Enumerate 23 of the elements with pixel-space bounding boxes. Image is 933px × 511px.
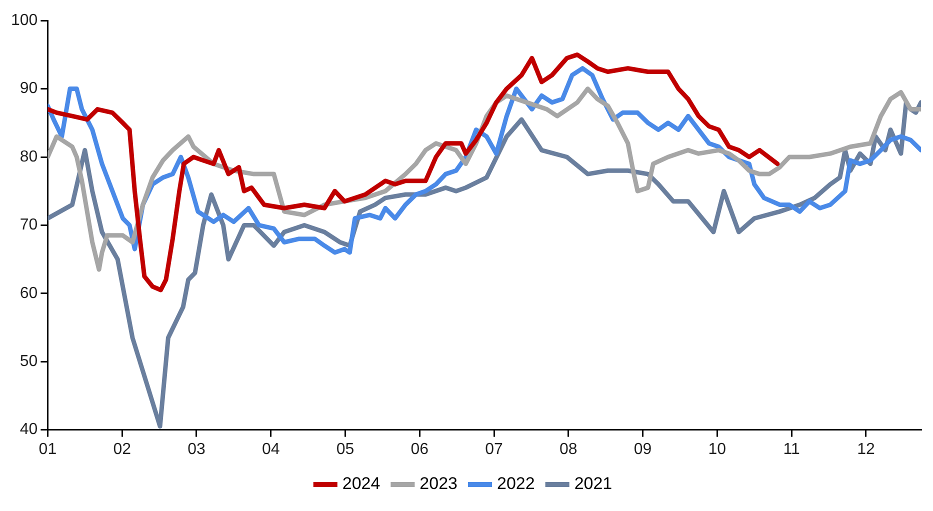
x-tick-label: 09 — [634, 440, 652, 458]
legend-label: 2024 — [342, 474, 380, 494]
x-tick-label: 04 — [262, 440, 280, 458]
x-tick-label: 02 — [113, 440, 132, 458]
x-tick-label: 12 — [857, 440, 875, 458]
legend-label: 2021 — [574, 474, 612, 494]
legend-label: 2022 — [497, 474, 535, 494]
x-tick-label: 11 — [783, 440, 800, 458]
x-tick-label: 03 — [188, 440, 206, 458]
x-tick-label: 06 — [410, 440, 429, 458]
y-tick-label: 100 — [10, 12, 38, 30]
y-tick-label: 90 — [20, 80, 38, 98]
legend-label: 2023 — [420, 474, 458, 494]
x-tick-label: 08 — [560, 440, 578, 458]
x-tick-label: 10 — [708, 440, 726, 458]
y-tick-label: 70 — [20, 216, 38, 234]
y-tick-label: 40 — [20, 421, 38, 438]
y-tick-label: 80 — [20, 148, 38, 166]
y-tick-label: 60 — [20, 284, 38, 302]
x-tick-label: 01 — [38, 440, 57, 458]
y-tick-label: 50 — [20, 353, 38, 370]
x-tick-label: 07 — [485, 440, 504, 458]
x-tick-label: 05 — [336, 440, 354, 458]
